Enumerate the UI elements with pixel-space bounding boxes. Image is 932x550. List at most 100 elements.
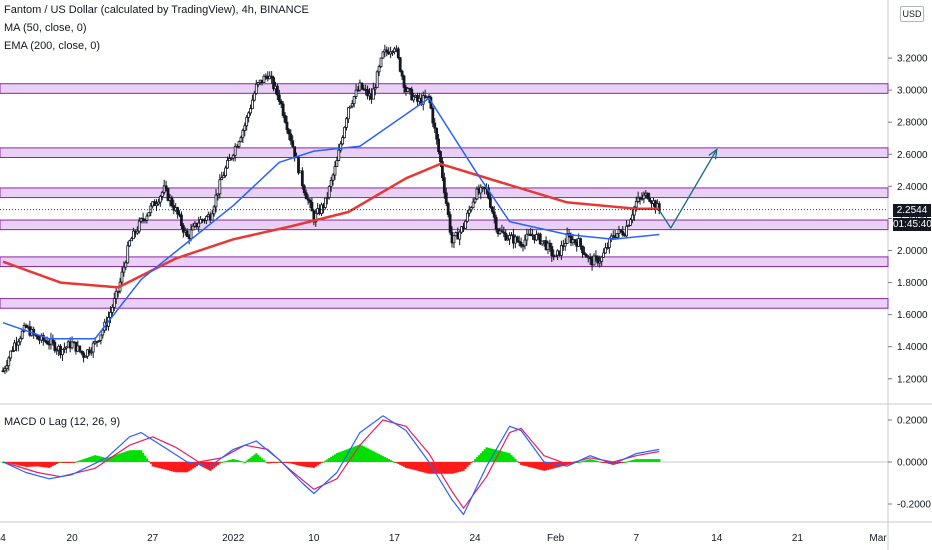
histogram-bar-positive bbox=[370, 450, 373, 462]
candle-body bbox=[508, 234, 511, 240]
histogram-bar-positive bbox=[387, 459, 390, 462]
price-tick-label: 3.0000 bbox=[897, 86, 928, 97]
histogram-bar-positive bbox=[506, 452, 509, 462]
histogram-bar-positive bbox=[389, 460, 392, 462]
candle-body bbox=[523, 239, 527, 247]
histogram-bar-positive bbox=[255, 453, 258, 462]
macd-tick-label: 0.0000 bbox=[897, 458, 928, 469]
histogram-bar-negative bbox=[188, 462, 191, 472]
histogram-bar-negative bbox=[604, 462, 607, 463]
chart-title: Fantom / US Dollar (calculated by Tradin… bbox=[4, 4, 309, 16]
ma50-line bbox=[2, 97, 660, 340]
candle-body bbox=[130, 238, 133, 242]
candle-body bbox=[348, 105, 352, 109]
histogram-bar-negative bbox=[184, 462, 187, 473]
candle-body bbox=[584, 254, 588, 258]
candle-body bbox=[607, 238, 611, 249]
histogram-bar-negative bbox=[170, 462, 174, 472]
candle-body bbox=[600, 256, 604, 262]
candle-body bbox=[412, 96, 416, 101]
histogram-bar-positive bbox=[654, 459, 657, 462]
candle-body bbox=[371, 88, 375, 100]
candle-body bbox=[606, 247, 609, 250]
candle-body bbox=[460, 226, 464, 233]
price-tick-label: 2.6000 bbox=[897, 150, 928, 161]
candle-body bbox=[114, 290, 118, 299]
histogram-bar-positive bbox=[640, 459, 644, 462]
histogram-bar-positive bbox=[512, 457, 515, 462]
histogram-bar-positive bbox=[97, 456, 101, 462]
histogram-bar-positive bbox=[253, 454, 256, 462]
histogram-bar-positive bbox=[598, 461, 601, 463]
time-tick-label: 27 bbox=[147, 533, 159, 544]
histogram-bar-negative bbox=[437, 462, 440, 474]
candle-body bbox=[352, 96, 356, 105]
candle-body bbox=[615, 233, 619, 238]
histogram-bar-positive bbox=[648, 459, 651, 462]
candle-body bbox=[406, 88, 410, 92]
candle-body bbox=[180, 214, 183, 227]
histogram-bar-positive bbox=[351, 447, 354, 462]
histogram-bar-positive bbox=[241, 461, 245, 463]
histogram-bar-negative bbox=[424, 462, 427, 473]
macd-signal-line bbox=[2, 419, 660, 509]
candle-body bbox=[82, 352, 85, 358]
currency-label[interactable]: USD bbox=[900, 6, 924, 22]
candle-body bbox=[109, 311, 112, 318]
ma-legend: MA (50, close, 0) bbox=[4, 22, 87, 34]
histogram-bar-positive bbox=[74, 461, 78, 463]
candle-body bbox=[573, 239, 577, 243]
histogram-bar-positive bbox=[481, 451, 484, 462]
histogram-bar-positive bbox=[383, 457, 387, 462]
candle-body bbox=[604, 247, 607, 254]
histogram-bar-negative bbox=[11, 462, 14, 465]
candle-body bbox=[158, 195, 162, 203]
candle-body bbox=[132, 230, 135, 240]
candle-body bbox=[3, 368, 7, 372]
histogram-bar-negative bbox=[426, 462, 429, 474]
histogram-bar-positive bbox=[337, 452, 341, 462]
histogram-bar-negative bbox=[36, 462, 39, 467]
histogram-bar-negative bbox=[550, 462, 553, 469]
candle-body bbox=[471, 201, 475, 209]
candle-body bbox=[1, 370, 5, 373]
macd-histogram bbox=[2, 444, 661, 474]
candle-body bbox=[435, 127, 439, 140]
histogram-bar-positive bbox=[372, 451, 375, 462]
candle-body bbox=[287, 129, 291, 135]
histogram-bar-negative bbox=[305, 462, 308, 467]
histogram-bar-negative bbox=[293, 462, 296, 465]
histogram-bar-negative bbox=[307, 462, 310, 468]
projection-arrow bbox=[658, 149, 718, 229]
histogram-bar-positive bbox=[581, 461, 584, 463]
histogram-bar-negative bbox=[406, 462, 410, 469]
histogram-bar-negative bbox=[443, 462, 446, 474]
histogram-bar-negative bbox=[211, 462, 214, 470]
candle-body bbox=[216, 193, 220, 196]
histogram-bar-negative bbox=[272, 462, 275, 463]
candle-body bbox=[583, 252, 586, 255]
candle-body bbox=[642, 194, 646, 200]
histogram-bar-negative bbox=[535, 462, 538, 469]
candle-body bbox=[366, 89, 369, 97]
candle-body bbox=[20, 330, 24, 339]
histogram-bar-negative bbox=[399, 462, 402, 465]
candle-body bbox=[249, 108, 252, 114]
candle-body bbox=[304, 192, 308, 200]
histogram-bar-negative bbox=[153, 462, 156, 467]
histogram-bar-negative bbox=[554, 462, 557, 468]
histogram-bar-negative bbox=[433, 462, 436, 474]
candle-body bbox=[360, 82, 364, 90]
candle-body bbox=[166, 188, 170, 201]
candle-body bbox=[323, 197, 327, 208]
histogram-bar-negative bbox=[464, 462, 467, 469]
histogram-bar-positive bbox=[487, 447, 490, 462]
histogram-bar-positive bbox=[328, 458, 331, 462]
candle-body bbox=[224, 167, 227, 177]
candle-body bbox=[335, 160, 339, 167]
price-tick-label: 2.0000 bbox=[897, 246, 928, 257]
histogram-bar-positive bbox=[516, 461, 519, 463]
histogram-bar-positive bbox=[259, 456, 262, 462]
candle-body bbox=[598, 260, 602, 264]
